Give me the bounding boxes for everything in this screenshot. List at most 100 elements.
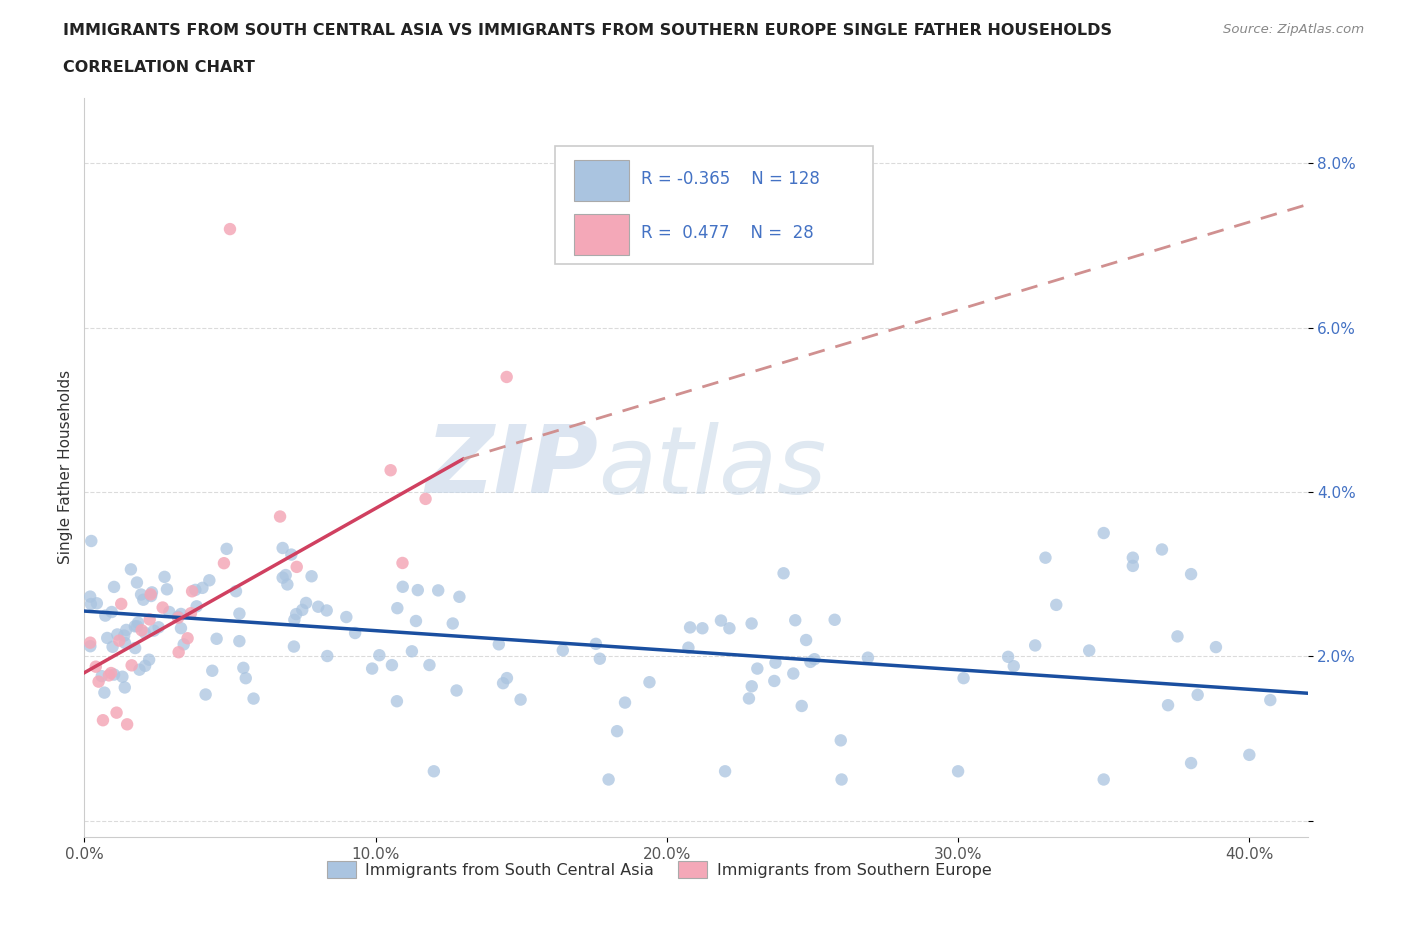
Point	[446, 683, 468, 698]
Point	[125, 575, 148, 590]
Point	[1122, 558, 1144, 573]
Point	[385, 694, 408, 709]
Point	[679, 620, 702, 635]
Point	[215, 541, 238, 556]
Point	[952, 671, 974, 685]
Text: R = -0.365    N = 128: R = -0.365 N = 128	[641, 170, 820, 188]
Point	[301, 569, 323, 584]
Point	[176, 631, 198, 645]
Point	[141, 585, 163, 600]
Point	[201, 663, 224, 678]
Point	[121, 658, 143, 672]
Point	[115, 717, 138, 732]
Point	[283, 639, 305, 654]
Point	[80, 534, 103, 549]
Point	[170, 620, 193, 635]
Text: ZIP: ZIP	[425, 421, 598, 513]
Point	[427, 583, 450, 598]
Point	[1180, 755, 1202, 770]
Legend: Immigrants from South Central Asia, Immigrants from Southern Europe: Immigrants from South Central Asia, Immi…	[321, 855, 998, 884]
Point	[368, 648, 391, 663]
Point	[598, 772, 620, 787]
Point	[205, 631, 228, 646]
Point	[381, 658, 404, 672]
Point	[315, 603, 337, 618]
Point	[105, 627, 128, 642]
Point	[180, 605, 202, 620]
Point	[115, 622, 138, 637]
Point	[551, 643, 574, 658]
Point	[79, 590, 101, 604]
Point	[406, 583, 429, 598]
FancyBboxPatch shape	[574, 215, 628, 255]
Point	[1092, 525, 1115, 540]
Point	[790, 698, 813, 713]
Point	[585, 636, 607, 651]
Point	[488, 637, 510, 652]
Point	[830, 733, 852, 748]
Point	[1180, 566, 1202, 581]
Point	[1122, 551, 1144, 565]
Point	[710, 613, 733, 628]
Point	[167, 644, 190, 659]
Point	[134, 625, 156, 640]
Point	[212, 556, 235, 571]
Point	[380, 463, 402, 478]
Point	[80, 596, 103, 611]
Point	[1035, 551, 1057, 565]
Point	[198, 573, 221, 588]
Point	[96, 631, 118, 645]
Point	[219, 221, 242, 236]
Point	[114, 635, 136, 650]
Point	[100, 666, 122, 681]
Point	[97, 668, 120, 683]
Point	[765, 656, 787, 671]
Point	[103, 579, 125, 594]
Point	[285, 560, 308, 575]
Point	[79, 639, 101, 654]
Point	[105, 705, 128, 720]
Point	[111, 670, 134, 684]
Point	[295, 595, 318, 610]
Point	[167, 609, 190, 624]
Point	[125, 618, 148, 633]
Point	[418, 658, 440, 672]
Point	[391, 555, 413, 570]
Point	[129, 587, 152, 602]
Point	[344, 626, 367, 641]
Point	[799, 655, 821, 670]
Point	[225, 584, 247, 599]
Point	[441, 616, 464, 631]
Point	[763, 673, 786, 688]
Point	[307, 599, 329, 614]
Point	[156, 582, 179, 597]
Point	[678, 640, 700, 655]
Text: R =  0.477    N =  28: R = 0.477 N = 28	[641, 224, 814, 242]
Point	[167, 610, 190, 625]
Point	[93, 685, 115, 700]
Point	[714, 764, 737, 778]
Point	[280, 547, 302, 562]
Point	[139, 589, 162, 604]
Point	[291, 603, 314, 618]
Point	[387, 601, 409, 616]
Point	[153, 569, 176, 584]
Point	[152, 600, 174, 615]
Point	[100, 604, 122, 619]
Point	[94, 608, 117, 623]
Point	[138, 652, 160, 667]
Point	[794, 632, 817, 647]
Point	[1166, 629, 1188, 644]
Point	[1002, 658, 1025, 673]
Point	[405, 614, 427, 629]
Point	[361, 661, 384, 676]
Point	[132, 592, 155, 607]
Point	[401, 644, 423, 658]
Point	[170, 606, 193, 621]
Point	[741, 616, 763, 631]
Point	[103, 667, 125, 682]
Point	[495, 369, 517, 384]
Text: CORRELATION CHART: CORRELATION CHART	[63, 60, 254, 75]
Point	[90, 669, 112, 684]
Point	[692, 621, 714, 636]
